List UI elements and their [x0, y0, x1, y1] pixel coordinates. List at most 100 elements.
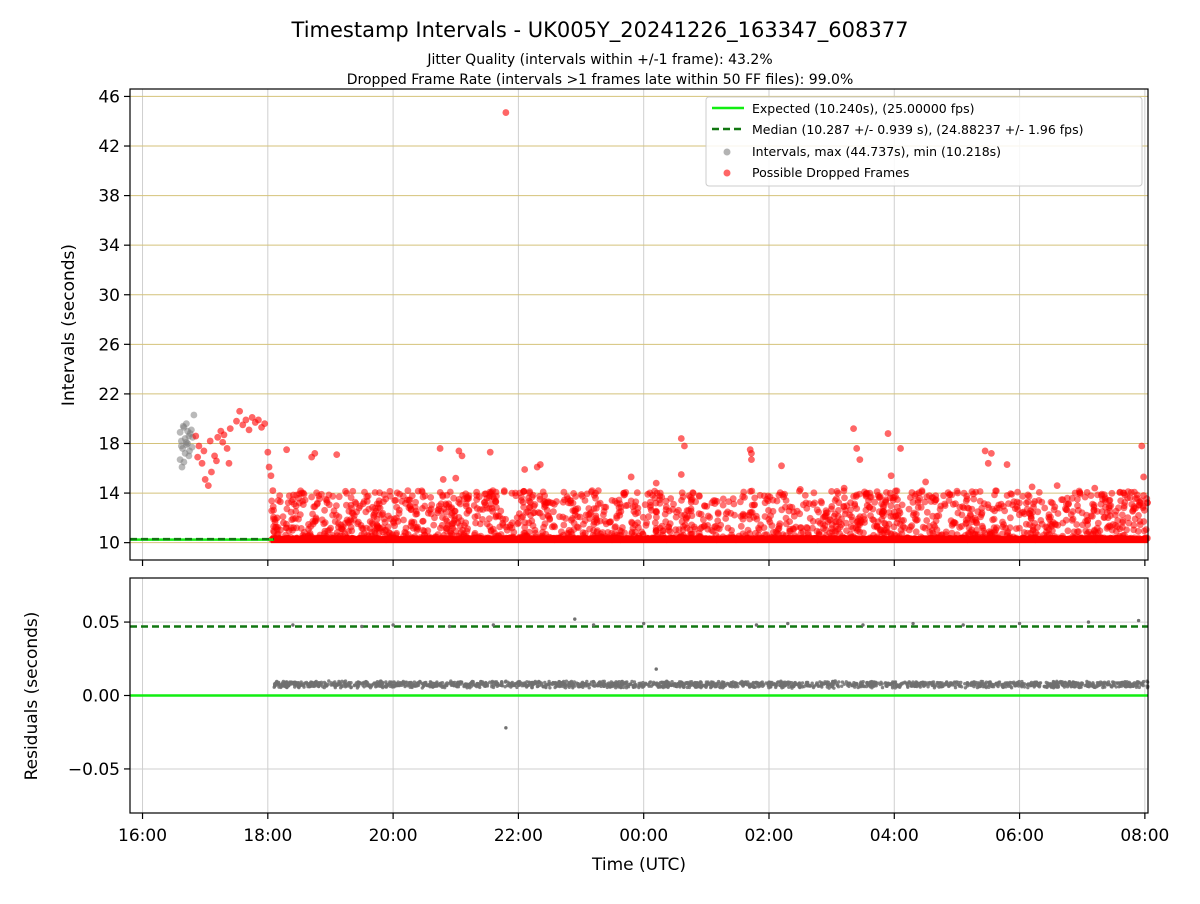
residual-point [781, 680, 785, 685]
dropped-frame-point [653, 513, 660, 521]
dropped-frame-point [474, 512, 481, 520]
residual-point [538, 680, 542, 684]
residual-point [510, 680, 514, 685]
dropped-frame-point [297, 487, 304, 495]
dropped-frame-point [265, 463, 273, 471]
dropped-frame-point [485, 515, 493, 522]
dropped-frame-point [1035, 497, 1043, 504]
residual-point [1086, 620, 1091, 624]
dropped-frame-point [990, 515, 998, 523]
residual-point [403, 684, 407, 689]
dropped-frame-point [464, 525, 471, 533]
residual-point [649, 684, 653, 688]
dropped-frame-point [639, 513, 647, 521]
residual-point [861, 623, 865, 627]
residual-point [335, 682, 340, 686]
residual-point [1076, 685, 1081, 689]
residual-point [982, 684, 987, 689]
residual-point [836, 685, 841, 689]
residual-point [343, 679, 348, 683]
residual-point [870, 686, 874, 690]
residual-point [1107, 682, 1112, 687]
residual-point [911, 621, 915, 626]
residual-point [932, 686, 937, 690]
dropped-frame-point [984, 459, 992, 467]
dropped-frame-point [269, 487, 277, 494]
dropped-frame-point [1019, 493, 1027, 500]
dropped-frame-point [322, 495, 330, 503]
dropped-frame-point [289, 491, 297, 499]
dropped-frame-point [583, 490, 591, 498]
residual-point [333, 685, 337, 690]
residual-point [930, 680, 934, 685]
dropped-frame-point [719, 501, 727, 509]
dropped-frame-point [843, 527, 850, 534]
intervals-y-tick-label: 22 [98, 385, 120, 405]
residual-point [295, 683, 299, 687]
dropped-frame-point [359, 525, 367, 533]
dropped-frame-point [194, 453, 202, 461]
residual-point [462, 684, 466, 689]
residuals-y-tick-label: 0.00 [82, 687, 120, 707]
residual-point [884, 683, 888, 688]
residual-point [1141, 679, 1146, 684]
dropped-frame-point [767, 512, 774, 520]
dropped-frame-point [436, 445, 444, 452]
dropped-frame-point [761, 513, 769, 520]
residual-point [895, 684, 900, 689]
residual-point [617, 680, 621, 684]
x-tick-label: 18:00 [243, 826, 292, 846]
dropped-frame-point [1037, 517, 1045, 524]
dropped-frame-point [886, 489, 894, 497]
residual-point [574, 681, 579, 685]
residual-point [444, 682, 448, 686]
dropped-frame-point [817, 498, 825, 505]
x-tick-label: 16:00 [118, 826, 167, 846]
dropped-frame-point [801, 492, 809, 499]
dropped-frame-point [220, 431, 228, 439]
residual-point [658, 680, 663, 685]
dropped-frame-point [711, 500, 719, 507]
dropped-frame-point [1063, 494, 1071, 502]
dropped-frame-point [926, 528, 934, 536]
dropped-frame-point [652, 479, 660, 487]
dropped-frame-point [1063, 506, 1070, 514]
residual-point [898, 684, 902, 688]
dropped-frame-point [678, 497, 685, 504]
dropped-frame-point [312, 514, 320, 522]
dropped-frame-point [1054, 521, 1062, 529]
dropped-frame-point [1014, 488, 1021, 496]
dropped-frame-point [988, 530, 996, 537]
residual-point [285, 685, 289, 690]
dropped-frame-point [1090, 501, 1098, 509]
dropped-frame-point [909, 498, 917, 506]
dropped-frame-point [594, 500, 602, 508]
dropped-frame-point [347, 517, 355, 525]
residual-point [1017, 621, 1022, 626]
dropped-frame-point [1119, 519, 1126, 526]
dropped-frame-point [516, 510, 523, 517]
residual-point [888, 682, 893, 686]
dropped-frame-point [414, 523, 421, 531]
dropped-frame-point [847, 506, 854, 514]
dropped-frame-point [269, 503, 277, 510]
dropped-frame-point [683, 524, 691, 532]
residual-point [490, 683, 494, 687]
residual-point [872, 682, 877, 686]
dropped-frame-point [687, 498, 695, 506]
dropped-frame-point [672, 513, 680, 521]
residual-point [641, 621, 646, 626]
dropped-frame-point [1050, 506, 1058, 514]
dropped-frame-point [615, 509, 623, 516]
residual-point [656, 682, 660, 686]
dropped-frame-point [331, 518, 339, 525]
dropped-frame-point [893, 503, 901, 511]
residual-point [499, 680, 504, 684]
dropped-frame-point [500, 488, 508, 496]
residual-point [652, 682, 656, 686]
dropped-frame-point [1048, 522, 1055, 530]
dropped-frame-point [320, 520, 328, 528]
residual-point [287, 682, 291, 686]
dropped-frame-point [616, 500, 624, 507]
dropped-frame-point [424, 509, 432, 517]
